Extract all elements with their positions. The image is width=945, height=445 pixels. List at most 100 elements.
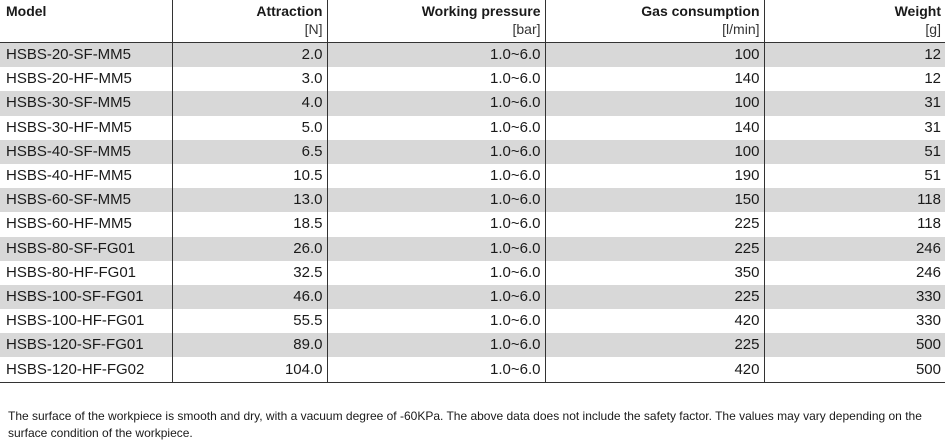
col-header-name: Model: [6, 3, 47, 19]
col-header-name: Weight: [894, 3, 941, 19]
cell-weight: 51: [763, 163, 945, 189]
cell-model: HSBS-100-SF-FG01: [0, 284, 172, 310]
cell-working-pressure: 1.0~6.0: [326, 115, 545, 140]
cell-attraction: 6.5: [171, 139, 327, 164]
col-header-name: Working pressure: [421, 3, 541, 19]
cell-model: HSBS-100-HF-FG01: [0, 309, 172, 334]
cell-working-pressure: 1.0~6.0: [326, 333, 545, 358]
cell-gas-consumption: 190: [544, 163, 764, 189]
cell-gas-consumption: 420: [544, 357, 764, 383]
cell-weight: 118: [763, 188, 945, 213]
cell-working-pressure: 1.0~6.0: [326, 309, 545, 334]
table-row: HSBS-80-SF-FG01 26.0 1.0~6.0 225 246: [0, 236, 945, 261]
cell-gas-consumption: 225: [544, 284, 764, 310]
col-header-name: Attraction: [256, 3, 323, 19]
table-row: HSBS-60-SF-MM5 13.0 1.0~6.0 150 118: [0, 188, 945, 213]
table-row: HSBS-80-HF-FG01 32.5 1.0~6.0 350 246: [0, 260, 945, 285]
cell-weight: 246: [763, 236, 945, 261]
cell-model: HSBS-20-HF-MM5: [0, 67, 172, 92]
cell-weight: 246: [763, 260, 945, 285]
table-row: HSBS-20-HF-MM5 3.0 1.0~6.0 140 12: [0, 67, 945, 92]
cell-attraction: 26.0: [171, 236, 327, 261]
spec-table: Model Attraction [N] Working pressure [b…: [0, 0, 945, 383]
cell-gas-consumption: 350: [544, 260, 764, 285]
cell-working-pressure: 1.0~6.0: [326, 188, 545, 213]
cell-working-pressure: 1.0~6.0: [326, 67, 545, 92]
table-row: HSBS-120-HF-FG02 104.0 1.0~6.0 420 500: [0, 357, 945, 383]
cell-weight: 500: [763, 333, 945, 358]
cell-attraction: 104.0: [171, 357, 327, 383]
cell-working-pressure: 1.0~6.0: [326, 357, 545, 383]
cell-attraction: 18.5: [171, 212, 327, 237]
cell-model: HSBS-20-SF-MM5: [0, 42, 172, 68]
cell-gas-consumption: 420: [544, 309, 764, 334]
cell-weight: 500: [763, 357, 945, 383]
cell-gas-consumption: 100: [544, 42, 764, 68]
table-row: HSBS-40-SF-MM5 6.5 1.0~6.0 100 51: [0, 139, 945, 164]
cell-working-pressure: 1.0~6.0: [326, 163, 545, 189]
col-header-working-pressure: Working pressure [bar]: [326, 0, 545, 43]
cell-working-pressure: 1.0~6.0: [326, 91, 545, 116]
table-row: HSBS-100-SF-FG01 46.0 1.0~6.0 225 330: [0, 284, 945, 310]
cell-weight: 330: [763, 284, 945, 310]
col-header-gas-consumption: Gas consumption [l/min]: [544, 0, 764, 43]
cell-working-pressure: 1.0~6.0: [326, 284, 545, 310]
col-header-unit: [l/min]: [722, 21, 760, 37]
cell-gas-consumption: 150: [544, 188, 764, 213]
cell-gas-consumption: 225: [544, 333, 764, 358]
cell-attraction: 2.0: [171, 42, 327, 68]
cell-gas-consumption: 100: [544, 139, 764, 164]
cell-weight: 31: [763, 91, 945, 116]
table-body: HSBS-20-SF-MM5 2.0 1.0~6.0 100 12 HSBS-20-HF-…: [0, 42, 945, 383]
cell-attraction: 89.0: [171, 333, 327, 358]
col-header-attraction: Attraction [N]: [171, 0, 327, 43]
cell-gas-consumption: 140: [544, 67, 764, 92]
cell-weight: 51: [763, 139, 945, 164]
col-header-unit: [bar]: [512, 21, 541, 37]
cell-model: HSBS-80-SF-FG01: [0, 236, 172, 261]
cell-working-pressure: 1.0~6.0: [326, 212, 545, 237]
cell-weight: 330: [763, 309, 945, 334]
cell-model: HSBS-80-HF-FG01: [0, 260, 172, 285]
cell-model: HSBS-120-SF-FG01: [0, 333, 172, 358]
cell-attraction: 10.5: [171, 163, 327, 189]
col-header-unit: [g]: [925, 21, 941, 37]
cell-attraction: 46.0: [171, 284, 327, 310]
cell-attraction: 32.5: [171, 260, 327, 285]
cell-weight: 12: [763, 67, 945, 92]
cell-gas-consumption: 140: [544, 115, 764, 140]
cell-attraction: 55.5: [171, 309, 327, 334]
cell-weight: 118: [763, 212, 945, 237]
table-row: HSBS-30-HF-MM5 5.0 1.0~6.0 140 31: [0, 115, 945, 140]
cell-gas-consumption: 225: [544, 236, 764, 261]
cell-model: HSBS-60-HF-MM5: [0, 212, 172, 237]
cell-working-pressure: 1.0~6.0: [326, 42, 545, 68]
table-header: Model Attraction [N] Working pressure [b…: [0, 0, 945, 43]
cell-attraction: 13.0: [171, 188, 327, 213]
header-row: Model Attraction [N] Working pressure [b…: [0, 0, 945, 43]
table-row: HSBS-30-SF-MM5 4.0 1.0~6.0 100 31: [0, 91, 945, 116]
cell-weight: 31: [763, 115, 945, 140]
cell-attraction: 3.0: [171, 67, 327, 92]
cell-model: HSBS-60-SF-MM5: [0, 188, 172, 213]
col-header-weight: Weight [g]: [763, 0, 945, 43]
cell-working-pressure: 1.0~6.0: [326, 139, 545, 164]
table-row: HSBS-120-SF-FG01 89.0 1.0~6.0 225 500: [0, 333, 945, 358]
cell-model: HSBS-40-HF-MM5: [0, 163, 172, 189]
cell-attraction: 5.0: [171, 115, 327, 140]
cell-attraction: 4.0: [171, 91, 327, 116]
cell-working-pressure: 1.0~6.0: [326, 236, 545, 261]
cell-model: HSBS-120-HF-FG02: [0, 357, 172, 383]
cell-working-pressure: 1.0~6.0: [326, 260, 545, 285]
col-header-unit: [N]: [304, 21, 323, 37]
table-row: HSBS-100-HF-FG01 55.5 1.0~6.0 420 330: [0, 309, 945, 334]
cell-gas-consumption: 225: [544, 212, 764, 237]
col-header-model: Model: [0, 0, 172, 43]
cell-model: HSBS-30-SF-MM5: [0, 91, 172, 116]
table-row: HSBS-60-HF-MM5 18.5 1.0~6.0 225 118: [0, 212, 945, 237]
cell-model: HSBS-40-SF-MM5: [0, 139, 172, 164]
table-row: HSBS-20-SF-MM5 2.0 1.0~6.0 100 12: [0, 42, 945, 68]
footnote: The surface of the workpiece is smooth a…: [8, 409, 922, 440]
cell-weight: 12: [763, 42, 945, 68]
col-header-name: Gas consumption: [641, 3, 760, 19]
